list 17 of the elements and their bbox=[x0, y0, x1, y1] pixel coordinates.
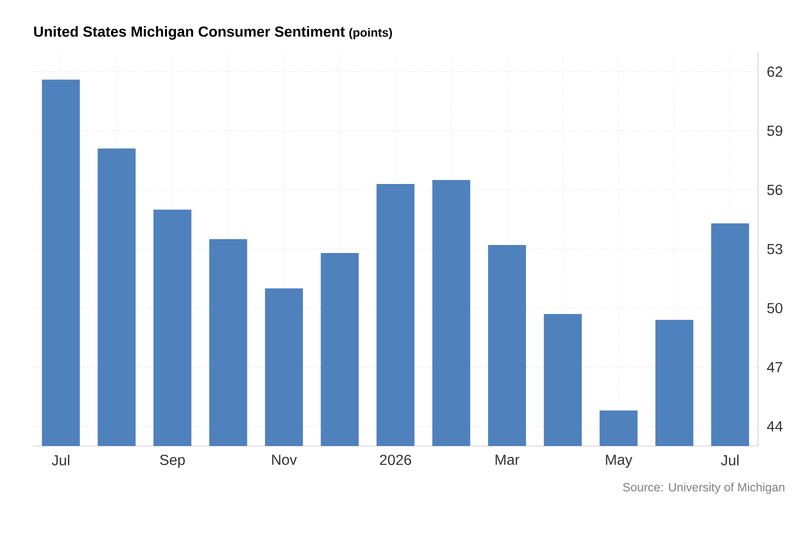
x-tick-label: Mar bbox=[496, 454, 520, 465]
x-tick-label: Nov bbox=[272, 454, 297, 465]
y-tick-label: 50 bbox=[767, 302, 782, 314]
y-tick-label: 44 bbox=[767, 421, 783, 432]
chart-title: United States Michigan Consumer Sentiment bbox=[34, 26, 345, 40]
x-tick-label: Sep bbox=[160, 454, 185, 468]
y-tick-label: 56 bbox=[767, 184, 782, 196]
y-tick-label: 62 bbox=[767, 66, 782, 77]
chart-subtitle: (points) bbox=[349, 28, 392, 40]
x-tick-label: 2026 bbox=[380, 454, 412, 466]
y-tick-label: 59 bbox=[767, 126, 782, 136]
source-note: Source: University of Michigan bbox=[623, 482, 784, 494]
y-tick-label: 53 bbox=[767, 244, 782, 254]
x-tick-label: Jul bbox=[52, 454, 70, 466]
x-tick-label: Jul bbox=[721, 454, 738, 466]
x-tick-label: May bbox=[606, 454, 632, 468]
y-tick-label: 47 bbox=[767, 362, 782, 372]
